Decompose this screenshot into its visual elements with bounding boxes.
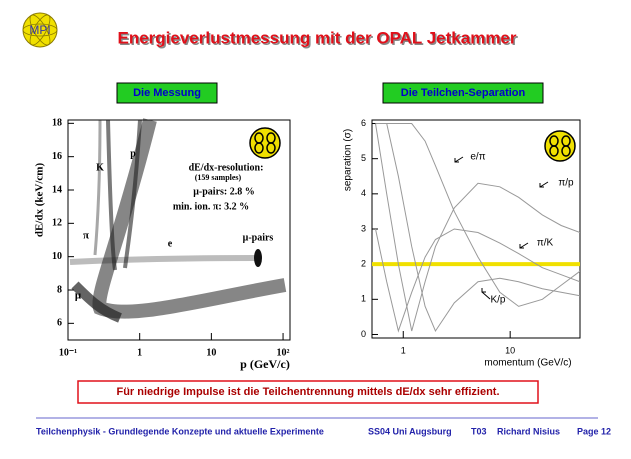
x-axis-label: momentum (GeV/c) [484,358,571,369]
arrow [481,288,491,300]
y-tick-label: 5 [361,153,366,163]
opal-logo-part [549,145,559,157]
opal-logo-part [561,145,571,157]
annotation: (159 samples) [195,173,242,182]
annotation: p [130,148,136,159]
curve [375,228,580,333]
curve-label: K/p [490,295,505,306]
arrow [454,156,464,163]
x-tick-label: 10 [206,347,216,358]
annotation: μ-pairs [243,232,274,243]
annotation: e [168,238,173,249]
density-band [93,119,102,256]
y-tick-label: 1 [361,294,366,304]
annotation: μ [75,290,82,302]
y-tick-label: 3 [361,223,366,233]
heading: Die Messung [133,87,201,99]
y-tick-label: 4 [361,188,366,198]
x-axis-label: p (GeV/c) [240,357,290,371]
y-tick-label: 2 [361,259,366,269]
y-tick-label: 8 [57,284,62,295]
logo: MPI [22,12,58,48]
annotation: μ-pairs: 2.8 % [193,186,255,197]
y-axis-label: separation (σ) [343,129,354,191]
footer-text: SS04 Uni Augsburg [368,426,452,436]
y-tick-label: 18 [52,118,62,129]
footer-text: Page 12 [577,426,611,436]
y-tick-label: 0 [361,329,366,339]
y-axis-label: dE/dx (keV/cm) [34,163,46,238]
y-tick-label: 6 [57,318,62,329]
y-tick-label: 12 [52,218,62,229]
note: Für niedrige Impulse ist die Teilchentre… [116,386,499,398]
logo-text: MPI [29,23,50,37]
footer-text: Teilchenphysik - Grundlegende Konzepte u… [36,426,324,436]
y-tick-label: 16 [52,151,62,162]
x-tick-label: 10² [277,347,290,358]
annotation: min. ion. π: 3.2 % [173,201,249,212]
opal-logo-part [266,142,276,154]
curve [375,123,580,333]
x-tick-label: 10⁻¹ [59,347,77,358]
curve [375,123,580,307]
density-band [123,119,142,269]
density-band [106,119,117,271]
arrow [519,242,529,249]
curve-label: π/p [558,178,574,189]
curve [375,123,580,332]
annotation: π [83,230,89,242]
opal-logo-part [254,142,264,154]
y-tick-label: 10 [52,251,62,262]
y-tick-label: 14 [52,184,62,195]
density-band [69,255,259,265]
x-tick-label: 1 [401,345,406,355]
annotation: K [96,162,104,173]
density-band [71,281,122,323]
plot-frame [67,119,291,341]
heading: Die Teilchen-Separation [401,87,526,99]
note-box [77,380,539,404]
footer-text: Richard Nisius [497,426,560,436]
arrow [539,181,549,188]
annotation: dE/dx-resolution: [189,162,264,173]
x-tick-label: 10 [505,345,515,355]
opal-logo [249,127,281,159]
y-tick-label: 6 [361,118,366,128]
opal-logo [544,130,576,162]
footer-text: T03 [471,426,487,436]
title: Energieverlustmessung mit der OPAL Jetka… [117,28,516,47]
heading-box [116,82,218,104]
title-shadow: Energieverlustmessung mit der OPAL Jetka… [119,30,518,49]
x-tick-label: 1 [137,347,142,358]
density-band [254,249,262,267]
curve-label: π/K [537,238,554,249]
heading-box [382,82,544,104]
curve-label: e/π [470,152,485,163]
